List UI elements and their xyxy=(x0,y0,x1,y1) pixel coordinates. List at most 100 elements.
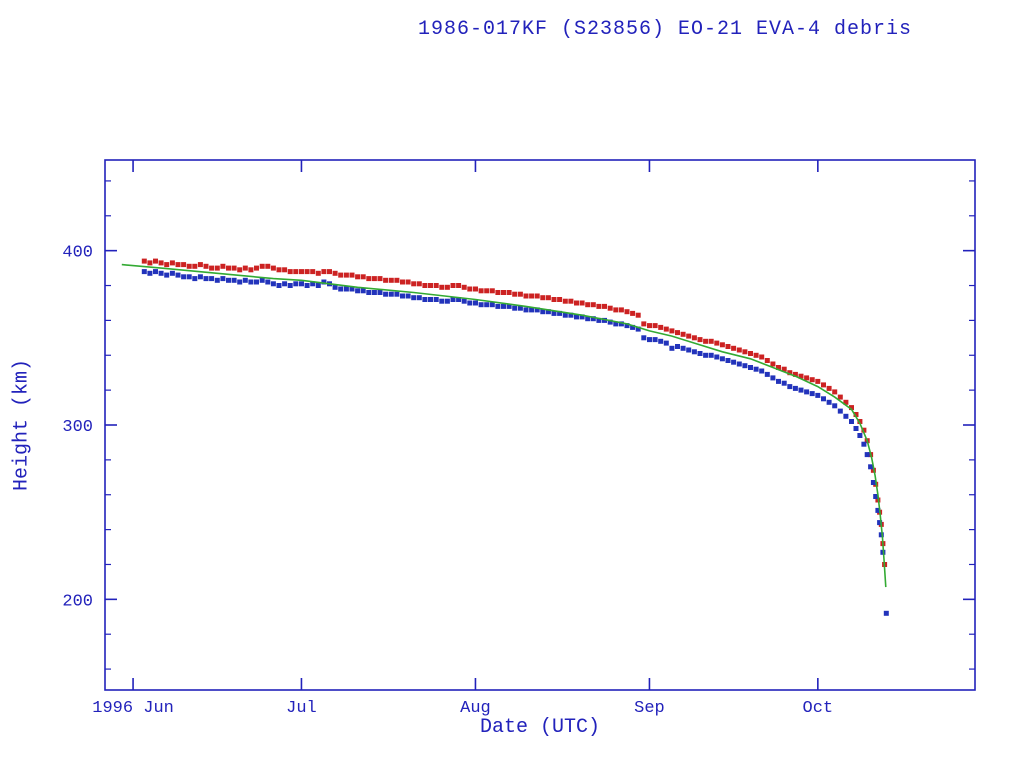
data-point xyxy=(857,419,863,424)
data-point xyxy=(861,441,867,447)
data-point xyxy=(141,269,147,275)
data-point xyxy=(164,262,170,268)
data-point xyxy=(343,272,349,278)
data-point xyxy=(512,305,518,311)
x-axis-label: Date (UTC) xyxy=(479,716,601,739)
data-point xyxy=(540,309,546,315)
data-point xyxy=(635,326,641,332)
data-point xyxy=(776,365,781,370)
data-point xyxy=(624,323,630,329)
data-point xyxy=(551,297,557,302)
data-point xyxy=(815,392,821,398)
data-point xyxy=(523,293,529,299)
data-point xyxy=(832,389,838,395)
data-point xyxy=(394,291,400,297)
data-point xyxy=(708,338,714,344)
data-point xyxy=(821,396,826,402)
data-point xyxy=(321,279,327,285)
data-point xyxy=(467,300,473,306)
data-point xyxy=(220,276,226,282)
data-point xyxy=(276,267,282,273)
data-point xyxy=(209,276,215,282)
data-point xyxy=(714,340,720,346)
data-point xyxy=(360,288,366,294)
perigee-height-points xyxy=(141,269,889,616)
data-point xyxy=(265,263,271,269)
data-point xyxy=(450,283,456,288)
data-point xyxy=(697,337,703,343)
data-point xyxy=(853,412,859,417)
data-point xyxy=(864,452,870,458)
data-point xyxy=(658,324,664,330)
data-point xyxy=(770,375,776,381)
data-point xyxy=(428,283,433,288)
data-point xyxy=(551,310,557,316)
data-point xyxy=(501,303,506,309)
data-point xyxy=(416,295,422,301)
data-point xyxy=(837,408,843,414)
data-point xyxy=(742,349,748,355)
data-point xyxy=(383,291,389,297)
data-point xyxy=(259,263,265,269)
data-point xyxy=(444,298,450,304)
data-point xyxy=(826,399,832,405)
data-point xyxy=(787,370,793,376)
data-point xyxy=(875,507,881,513)
data-point xyxy=(299,281,304,287)
data-point xyxy=(444,284,450,290)
data-point xyxy=(562,312,568,318)
data-point xyxy=(764,371,770,377)
data-point xyxy=(652,337,658,343)
data-point xyxy=(815,378,821,384)
data-point xyxy=(545,309,551,315)
data-point xyxy=(691,349,697,355)
data-point xyxy=(669,345,675,351)
data-point xyxy=(523,307,529,313)
data-point xyxy=(400,293,405,299)
data-point xyxy=(270,265,276,271)
data-point xyxy=(158,260,164,266)
data-point xyxy=(574,314,579,320)
data-point xyxy=(557,310,563,316)
data-point xyxy=(809,391,815,397)
data-point xyxy=(787,384,793,390)
data-point xyxy=(832,403,838,409)
x-tick-label: 1996 Jun xyxy=(92,699,174,718)
data-point xyxy=(366,276,372,282)
data-point xyxy=(680,331,686,337)
data-point xyxy=(798,373,804,379)
data-point xyxy=(669,328,675,334)
data-point xyxy=(714,354,720,360)
data-point xyxy=(153,269,158,275)
data-point xyxy=(310,281,316,287)
data-point xyxy=(343,286,349,292)
data-point xyxy=(635,312,641,318)
data-point xyxy=(883,610,889,616)
data-point xyxy=(371,276,377,282)
data-point xyxy=(630,324,636,330)
data-point xyxy=(770,361,776,367)
data-point xyxy=(540,295,546,301)
data-point xyxy=(315,270,321,276)
data-point xyxy=(371,290,377,295)
data-point xyxy=(501,290,506,295)
data-point xyxy=(270,281,276,287)
y-tick-label: 200 xyxy=(62,592,93,611)
data-point xyxy=(400,279,405,285)
data-point xyxy=(242,265,248,271)
data-point xyxy=(613,307,619,313)
data-point xyxy=(175,262,181,268)
data-point xyxy=(742,363,748,369)
data-point xyxy=(843,413,849,419)
data-point xyxy=(254,265,259,271)
data-point xyxy=(675,344,680,349)
data-point xyxy=(517,291,523,297)
data-point xyxy=(175,272,181,278)
data-point xyxy=(731,359,737,365)
data-point xyxy=(697,351,703,356)
data-point xyxy=(332,270,338,276)
data-point xyxy=(658,338,664,344)
data-point xyxy=(804,375,810,381)
data-point xyxy=(647,337,652,343)
data-point xyxy=(360,274,366,280)
